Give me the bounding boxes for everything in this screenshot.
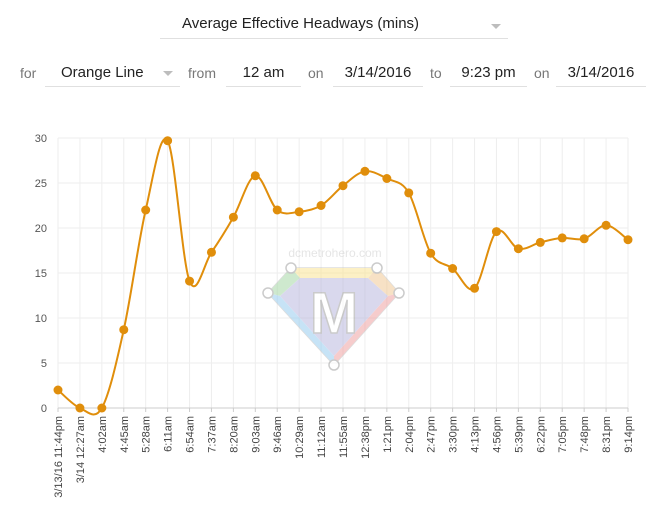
x-tick-label: 4:45am	[119, 416, 131, 453]
data-point	[294, 207, 304, 217]
watermark-logo-facet	[268, 293, 334, 365]
watermark-logo-node	[262, 287, 274, 299]
x-tick-label: 5:28am	[141, 416, 153, 453]
x-tick-label: 4:13pm	[470, 416, 482, 453]
data-point	[272, 205, 282, 215]
y-tick-label: 25	[35, 178, 47, 190]
data-point	[338, 181, 348, 191]
watermark-logo-facet	[291, 268, 377, 278]
line-select-value: Orange Line	[61, 64, 144, 81]
watermark: dcmetrohero.com M	[262, 246, 405, 371]
watermark-logo-facet	[334, 293, 399, 365]
x-tick-label: 4:02am	[97, 416, 109, 453]
y-tick-label: 20	[35, 223, 47, 235]
line-select[interactable]: Orange Line	[45, 58, 180, 87]
data-point	[448, 264, 458, 273]
data-point	[75, 403, 85, 413]
x-tick-label: 6:54am	[185, 416, 197, 453]
data-point	[185, 276, 195, 286]
x-tick-label: 11:12am	[316, 416, 328, 458]
x-tick-label: 4:56pm	[491, 416, 503, 453]
data-point	[513, 244, 523, 254]
x-tick-label: 2:47pm	[426, 416, 438, 453]
x-tick-label: 10:29am	[294, 416, 306, 459]
data-point	[426, 248, 436, 258]
watermark-letter: M	[310, 281, 358, 346]
data-point	[206, 247, 216, 257]
x-tick-label: 12:38pm	[360, 416, 372, 459]
watermark-logo-node	[328, 359, 340, 371]
metric-select-value: Average Effective Headways (mins)	[182, 15, 420, 32]
to-label: to	[430, 65, 442, 81]
watermark-text: dcmetrohero.com	[288, 246, 381, 260]
y-tick-label: 30	[35, 133, 47, 145]
y-tick-label: 5	[41, 358, 47, 370]
from-time-field[interactable]: 12 am	[226, 58, 301, 87]
data-point	[557, 233, 567, 243]
chevron-down-icon	[491, 24, 501, 29]
x-tick-label: 5:39pm	[513, 416, 525, 453]
x-tick-label: 9:46am	[272, 416, 284, 453]
watermark-logo-node	[285, 262, 297, 274]
x-tick-label: 7:37am	[206, 416, 218, 453]
data-point	[491, 227, 501, 237]
data-point	[228, 212, 238, 222]
x-tick-label: 8:31pm	[601, 416, 613, 453]
y-tick-label: 10	[35, 313, 47, 325]
data-point	[250, 171, 260, 181]
x-tick-label: 11:55am	[338, 416, 350, 458]
data-point	[316, 201, 326, 210]
x-tick-label: 9:14pm	[623, 416, 635, 453]
y-tick-label: 15	[35, 268, 47, 280]
x-tick-label: 3:30pm	[448, 416, 460, 453]
x-tick-label: 7:48pm	[579, 416, 591, 453]
on-label: on	[308, 65, 324, 81]
from-date-value: 3/14/2016	[344, 64, 412, 81]
from-date-field[interactable]: 3/14/2016	[333, 58, 423, 87]
data-point	[579, 234, 589, 244]
x-tick-label: 6:11am	[163, 416, 175, 452]
y-tick-label: 0	[41, 403, 47, 415]
for-label: for	[20, 65, 37, 81]
data-point	[535, 237, 545, 247]
axes: 0 5 10 15 20 25 30 3/13/16 11:44pm 3/14 12:27am 4…	[35, 133, 635, 498]
data-point	[360, 166, 370, 176]
from-time-value: 12 am	[242, 64, 285, 81]
watermark-logo-node	[393, 287, 405, 299]
watermark-logo-facet	[268, 268, 300, 296]
series	[53, 136, 633, 416]
to-date-field[interactable]: 3/14/2016	[556, 58, 646, 87]
to-time-field[interactable]: 9:23 pm	[450, 58, 527, 87]
watermark-logo-facet	[368, 268, 399, 296]
data-point	[623, 235, 633, 245]
data-point	[404, 188, 414, 198]
filter-row: for Orange Line from 12 am on 3/14/2016 …	[0, 58, 665, 88]
x-tick-label: 2:04pm	[404, 416, 416, 453]
chevron-down-icon	[163, 71, 173, 76]
data-point	[119, 325, 129, 335]
data-point	[141, 205, 151, 215]
data-point	[470, 283, 480, 293]
data-point	[382, 174, 392, 183]
x-tick-label: 3/13/16 11:44pm	[53, 416, 65, 498]
metric-select[interactable]: Average Effective Headways (mins)	[160, 8, 508, 39]
x-tick-label: 3/14 12:27am	[75, 416, 87, 483]
from-label: from	[188, 65, 216, 81]
watermark-logo-facet	[280, 278, 388, 356]
x-tick-label: 7:05pm	[557, 416, 569, 453]
data-point	[601, 220, 611, 230]
data-point	[97, 403, 107, 413]
to-time-value: 9:23 pm	[461, 64, 516, 81]
to-date-value: 3/14/2016	[567, 64, 635, 81]
headway-chart: dcmetrohero.com M 0 5 10 15 20 25 30 3/13/16 11…	[35, 133, 635, 498]
x-tick-label: 9:03am	[250, 416, 262, 453]
on-label: on	[534, 65, 550, 81]
data-point	[163, 136, 173, 146]
data-point	[53, 385, 63, 395]
x-tick-label: 1:21pm	[382, 416, 394, 453]
watermark-logo-node	[371, 262, 383, 274]
x-tick-label: 8:20am	[228, 416, 240, 453]
x-tick-label: 6:22pm	[535, 416, 547, 453]
